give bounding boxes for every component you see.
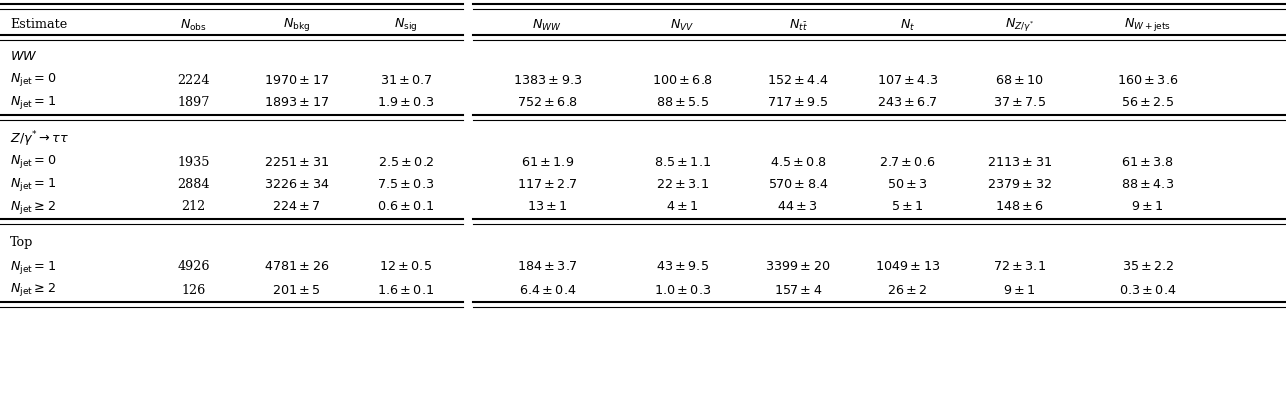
Text: $1049\pm 13$: $1049\pm 13$ xyxy=(874,260,940,273)
Text: $107\pm 4.3$: $107\pm 4.3$ xyxy=(877,73,937,86)
Text: $22\pm 3.1$: $22\pm 3.1$ xyxy=(656,178,709,191)
Text: 126: 126 xyxy=(181,283,206,296)
Text: $1.9\pm 0.3$: $1.9\pm 0.3$ xyxy=(377,96,435,109)
Text: 212: 212 xyxy=(181,200,206,213)
Text: $157\pm 4$: $157\pm 4$ xyxy=(774,283,822,296)
Text: $1.6\pm 0.1$: $1.6\pm 0.1$ xyxy=(377,283,435,296)
Text: $N_{WW}$: $N_{WW}$ xyxy=(532,17,562,32)
Text: $2.5\pm 0.2$: $2.5\pm 0.2$ xyxy=(378,155,433,168)
Text: $56\pm 2.5$: $56\pm 2.5$ xyxy=(1121,96,1174,109)
Text: $2251\pm 31$: $2251\pm 31$ xyxy=(264,155,329,168)
Text: $1893\pm 17$: $1893\pm 17$ xyxy=(264,96,329,109)
Text: Estimate: Estimate xyxy=(10,18,68,31)
Text: $9\pm 1$: $9\pm 1$ xyxy=(1003,283,1037,296)
Text: $61\pm 3.8$: $61\pm 3.8$ xyxy=(1121,155,1174,168)
Text: $N_{\mathrm{jet}}\geq 2$: $N_{\mathrm{jet}}\geq 2$ xyxy=(10,198,57,215)
Text: $61\pm 1.9$: $61\pm 1.9$ xyxy=(521,155,574,168)
Text: 1935: 1935 xyxy=(177,155,210,168)
Text: $4.5\pm 0.8$: $4.5\pm 0.8$ xyxy=(769,155,827,168)
Text: $WW$: $WW$ xyxy=(10,51,37,63)
Text: $N_{\mathrm{jet}}=1$: $N_{\mathrm{jet}}=1$ xyxy=(10,94,57,111)
Text: $37\pm 7.5$: $37\pm 7.5$ xyxy=(993,96,1047,109)
Text: $88\pm 5.5$: $88\pm 5.5$ xyxy=(656,96,709,109)
Text: $3399\pm 20$: $3399\pm 20$ xyxy=(765,260,831,273)
Text: $N_{\mathrm{jet}}=1$: $N_{\mathrm{jet}}=1$ xyxy=(10,258,57,275)
Text: 4926: 4926 xyxy=(177,260,210,273)
Text: $N_{\mathrm{obs}}$: $N_{\mathrm{obs}}$ xyxy=(180,17,207,32)
Text: $N_{Z/\gamma^{*}}$: $N_{Z/\gamma^{*}}$ xyxy=(1006,16,1034,33)
Text: $0.3\pm 0.4$: $0.3\pm 0.4$ xyxy=(1119,283,1177,296)
Text: $N_{VV}$: $N_{VV}$ xyxy=(670,17,694,32)
Text: $N_{W+\mathrm{jets}}$: $N_{W+\mathrm{jets}}$ xyxy=(1124,16,1172,33)
Text: $N_{t\bar{t}}$: $N_{t\bar{t}}$ xyxy=(788,17,808,32)
Text: $N_{\mathrm{sig}}$: $N_{\mathrm{sig}}$ xyxy=(394,16,418,33)
Text: $N_{\mathrm{jet}}=0$: $N_{\mathrm{jet}}=0$ xyxy=(10,71,57,88)
Text: Top: Top xyxy=(10,236,33,249)
Text: $Z/\gamma^{*}\rightarrow\tau\tau$: $Z/\gamma^{*}\rightarrow\tau\tau$ xyxy=(10,129,69,148)
Text: $8.5\pm 1.1$: $8.5\pm 1.1$ xyxy=(653,155,711,168)
Text: $2113\pm 31$: $2113\pm 31$ xyxy=(988,155,1052,168)
Text: $100\pm 6.8$: $100\pm 6.8$ xyxy=(652,73,712,86)
Text: $26\pm 2$: $26\pm 2$ xyxy=(887,283,927,296)
Text: $224\pm 7$: $224\pm 7$ xyxy=(271,200,322,213)
Text: $68\pm 10$: $68\pm 10$ xyxy=(995,73,1044,86)
Text: $12\pm 0.5$: $12\pm 0.5$ xyxy=(379,260,432,273)
Text: $717\pm 9.5$: $717\pm 9.5$ xyxy=(768,96,828,109)
Text: $2.7\pm 0.6$: $2.7\pm 0.6$ xyxy=(880,155,935,168)
Text: $N_{t}$: $N_{t}$ xyxy=(900,17,914,32)
Text: $752\pm 6.8$: $752\pm 6.8$ xyxy=(517,96,577,109)
Text: $6.4\pm 0.4$: $6.4\pm 0.4$ xyxy=(518,283,576,296)
Text: $0.6\pm 0.1$: $0.6\pm 0.1$ xyxy=(377,200,435,213)
Text: $160\pm 3.6$: $160\pm 3.6$ xyxy=(1118,73,1178,86)
Text: $43\pm 9.5$: $43\pm 9.5$ xyxy=(656,260,709,273)
Text: $1383\pm 9.3$: $1383\pm 9.3$ xyxy=(513,73,581,86)
Text: $2379\pm 32$: $2379\pm 32$ xyxy=(988,178,1052,191)
Text: 2224: 2224 xyxy=(177,73,210,86)
Text: $N_{\mathrm{bkg}}$: $N_{\mathrm{bkg}}$ xyxy=(283,16,310,33)
Text: $4781\pm 26$: $4781\pm 26$ xyxy=(264,260,329,273)
Text: $570\pm 8.4$: $570\pm 8.4$ xyxy=(768,178,828,191)
Text: $4\pm 1$: $4\pm 1$ xyxy=(666,200,698,213)
Text: $1970\pm 17$: $1970\pm 17$ xyxy=(264,73,329,86)
Text: $50\pm 3$: $50\pm 3$ xyxy=(887,178,927,191)
Text: $44\pm 3$: $44\pm 3$ xyxy=(778,200,818,213)
Text: $117\pm 2.7$: $117\pm 2.7$ xyxy=(517,178,577,191)
Text: $35\pm 2.2$: $35\pm 2.2$ xyxy=(1121,260,1174,273)
Text: $1.0\pm 0.3$: $1.0\pm 0.3$ xyxy=(653,283,711,296)
Text: $7.5\pm 0.3$: $7.5\pm 0.3$ xyxy=(377,178,435,191)
Text: $243\pm 6.7$: $243\pm 6.7$ xyxy=(877,96,937,109)
Text: $152\pm 4.4$: $152\pm 4.4$ xyxy=(768,73,828,86)
Text: $N_{\mathrm{jet}}=0$: $N_{\mathrm{jet}}=0$ xyxy=(10,153,57,170)
Text: $5\pm 1$: $5\pm 1$ xyxy=(891,200,923,213)
Text: $N_{\mathrm{jet}}=1$: $N_{\mathrm{jet}}=1$ xyxy=(10,176,57,193)
Text: $31\pm 0.7$: $31\pm 0.7$ xyxy=(379,73,432,86)
Text: 2884: 2884 xyxy=(177,178,210,191)
Text: $88\pm 4.3$: $88\pm 4.3$ xyxy=(1121,178,1174,191)
Text: $9\pm 1$: $9\pm 1$ xyxy=(1132,200,1164,213)
Text: $148\pm 6$: $148\pm 6$ xyxy=(995,200,1044,213)
Text: $3226\pm 34$: $3226\pm 34$ xyxy=(264,178,329,191)
Text: $13\pm 1$: $13\pm 1$ xyxy=(527,200,567,213)
Text: $72\pm 3.1$: $72\pm 3.1$ xyxy=(993,260,1047,273)
Text: $N_{\mathrm{jet}}\geq 2$: $N_{\mathrm{jet}}\geq 2$ xyxy=(10,281,57,298)
Text: $201\pm 5$: $201\pm 5$ xyxy=(271,283,322,296)
Text: $184\pm 3.7$: $184\pm 3.7$ xyxy=(517,260,577,273)
Text: 1897: 1897 xyxy=(177,96,210,109)
